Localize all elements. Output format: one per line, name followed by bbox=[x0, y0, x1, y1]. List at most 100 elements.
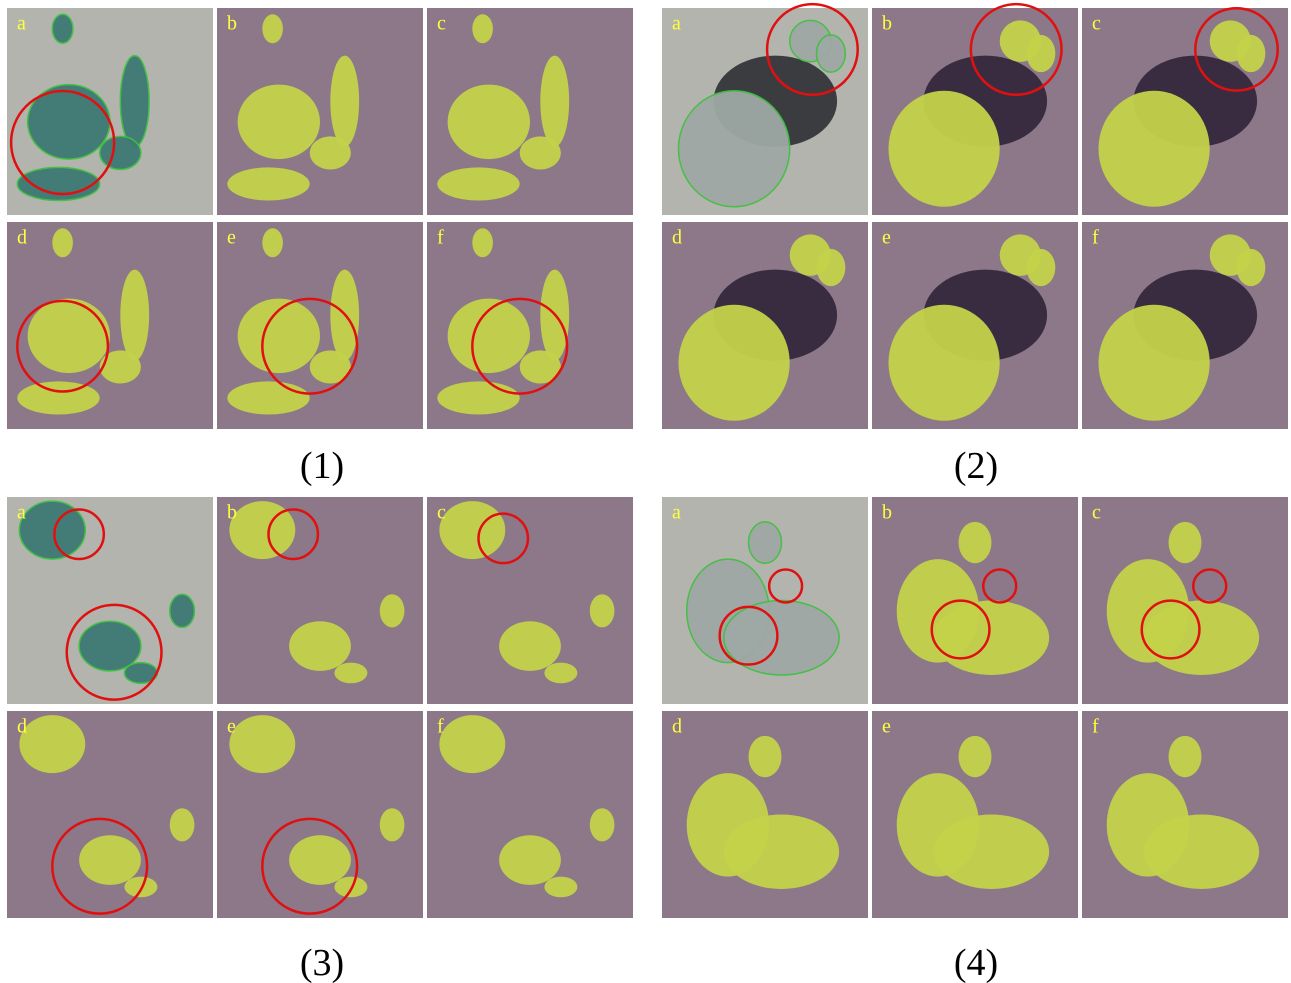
panel-letter: c bbox=[1092, 13, 1101, 35]
panel-letter: f bbox=[437, 227, 444, 249]
water-region bbox=[934, 601, 1049, 676]
water-region bbox=[439, 715, 505, 773]
panel-letter: d bbox=[672, 716, 682, 738]
image-panel: f bbox=[1082, 711, 1288, 918]
image-panel: e bbox=[217, 222, 423, 429]
panel-letter: e bbox=[227, 227, 236, 249]
water-region bbox=[499, 835, 561, 885]
water-region bbox=[79, 621, 141, 671]
water-region bbox=[334, 663, 367, 684]
water-region bbox=[472, 14, 493, 43]
image-panel: d bbox=[7, 222, 213, 429]
image-panel: a bbox=[662, 4, 868, 215]
water-region bbox=[888, 91, 999, 207]
group-label: (1) bbox=[300, 445, 344, 487]
water-region bbox=[120, 270, 149, 361]
image-panel: c bbox=[427, 497, 633, 704]
panel-letter: e bbox=[227, 716, 236, 738]
water-region bbox=[1169, 522, 1202, 563]
water-region bbox=[17, 167, 99, 200]
panel-letter: c bbox=[437, 502, 446, 524]
panel-letter: c bbox=[437, 13, 446, 35]
water-region bbox=[1144, 815, 1259, 890]
water-region bbox=[1169, 736, 1202, 777]
panel-letter: d bbox=[17, 716, 27, 738]
image-panel: c bbox=[1082, 497, 1288, 704]
water-region bbox=[544, 663, 577, 684]
water-region bbox=[380, 808, 405, 841]
panel-letter: b bbox=[227, 13, 237, 35]
water-region bbox=[262, 14, 283, 43]
water-region bbox=[1144, 601, 1259, 676]
image-panel: b bbox=[872, 4, 1078, 215]
water-region bbox=[28, 299, 110, 374]
water-region bbox=[749, 522, 782, 563]
water-region bbox=[472, 228, 493, 257]
water-region bbox=[499, 621, 561, 671]
water-region bbox=[540, 56, 569, 147]
image-panel: d bbox=[662, 711, 868, 918]
water-region bbox=[437, 381, 519, 414]
group-label: (2) bbox=[954, 445, 998, 487]
panel-letter: b bbox=[882, 13, 892, 35]
image-panel: a bbox=[7, 8, 213, 215]
water-region bbox=[100, 136, 141, 169]
water-region bbox=[1237, 249, 1266, 286]
panel-letter: f bbox=[437, 716, 444, 738]
water-region bbox=[17, 381, 99, 414]
panel-letter: a bbox=[672, 502, 681, 524]
water-region bbox=[959, 522, 992, 563]
water-region bbox=[1027, 249, 1056, 286]
water-region bbox=[289, 621, 351, 671]
image-panel: a bbox=[662, 497, 868, 704]
water-region bbox=[310, 136, 351, 169]
water-region bbox=[959, 736, 992, 777]
image-panel: c bbox=[427, 8, 633, 215]
water-region bbox=[124, 877, 157, 898]
water-region bbox=[439, 501, 505, 559]
image-panel: f bbox=[427, 711, 633, 918]
image-panel: b bbox=[872, 497, 1078, 704]
water-region bbox=[448, 85, 530, 160]
water-region bbox=[120, 56, 149, 147]
image-panel: e bbox=[872, 222, 1078, 429]
water-region bbox=[590, 808, 615, 841]
water-region bbox=[817, 249, 846, 286]
image-panel: f bbox=[427, 222, 633, 429]
panel-letter: f bbox=[1092, 227, 1099, 249]
water-region bbox=[170, 808, 195, 841]
image-panel: c bbox=[1082, 8, 1288, 215]
water-region bbox=[380, 594, 405, 627]
image-panel: b bbox=[217, 8, 423, 215]
water-region bbox=[888, 305, 999, 421]
image-panel: d bbox=[662, 222, 868, 429]
water-region bbox=[227, 167, 309, 200]
water-region bbox=[334, 877, 367, 898]
panel-letter: e bbox=[882, 716, 891, 738]
water-region bbox=[749, 736, 782, 777]
water-region bbox=[52, 228, 73, 257]
water-region bbox=[590, 594, 615, 627]
water-region bbox=[520, 136, 561, 169]
water-region bbox=[1027, 35, 1056, 72]
image-panel: f bbox=[1082, 222, 1288, 429]
water-region bbox=[817, 35, 846, 72]
panel-letter: e bbox=[882, 227, 891, 249]
image-panel: e bbox=[217, 711, 423, 918]
water-region bbox=[52, 14, 73, 43]
water-region bbox=[238, 85, 320, 160]
water-region bbox=[330, 56, 359, 147]
water-region bbox=[1098, 305, 1209, 421]
water-region bbox=[262, 228, 283, 257]
water-region bbox=[1237, 35, 1266, 72]
water-region bbox=[79, 835, 141, 885]
panel-letter: c bbox=[1092, 502, 1101, 524]
water-region bbox=[19, 715, 85, 773]
panel-letter: b bbox=[882, 502, 892, 524]
group-label: (3) bbox=[300, 942, 344, 983]
group-label: (4) bbox=[954, 942, 998, 983]
water-region bbox=[289, 835, 351, 885]
water-region bbox=[724, 815, 839, 890]
panel-letter: b bbox=[227, 502, 237, 524]
image-panel: d bbox=[7, 711, 213, 918]
